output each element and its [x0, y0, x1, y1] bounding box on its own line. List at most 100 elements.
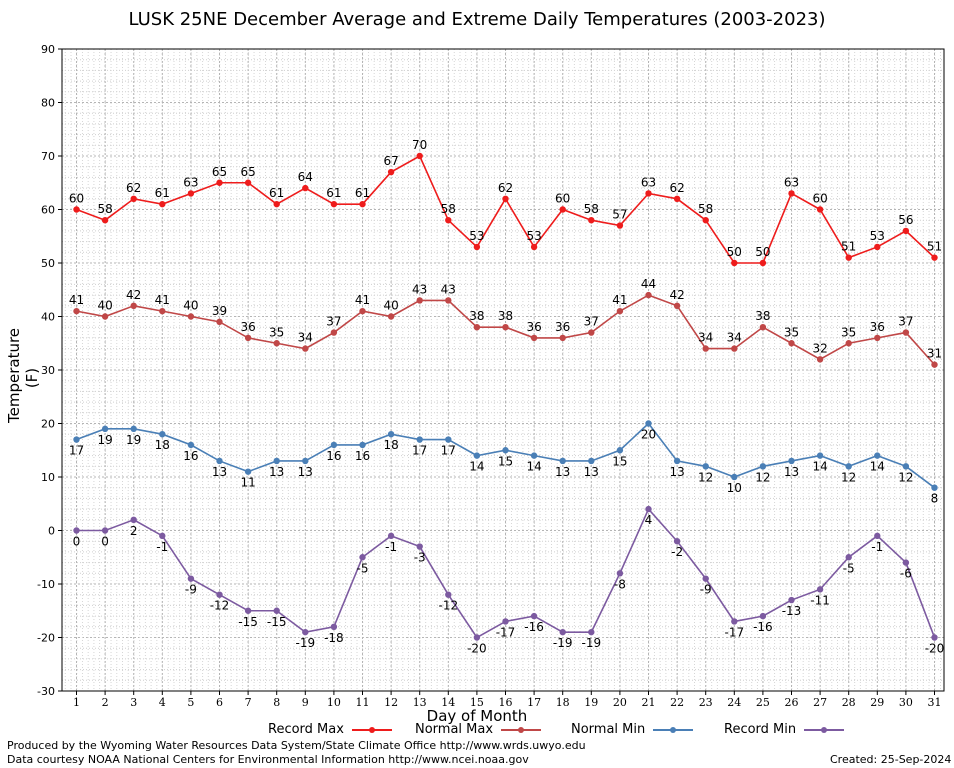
x-tick-label: 24	[727, 696, 741, 709]
y-tick-label: 40	[41, 311, 55, 324]
data-point	[816, 356, 824, 363]
data-label: 43	[412, 282, 427, 296]
data-point	[788, 457, 795, 465]
data-label: 12	[898, 470, 913, 484]
x-tick-label: 28	[842, 696, 856, 709]
data-label: 15	[612, 454, 627, 468]
y-tick-label: 80	[41, 97, 55, 110]
data-label: -13	[782, 604, 802, 618]
data-label: 34	[298, 331, 313, 345]
data-point	[673, 538, 681, 545]
data-label: 17	[69, 444, 84, 458]
data-point	[445, 217, 452, 224]
legend-swatch-normal-max	[501, 726, 542, 733]
data-label: -19	[295, 636, 315, 650]
data-label: 16	[183, 449, 198, 463]
x-tick-label: 29	[870, 696, 884, 709]
data-label: 40	[383, 299, 398, 313]
data-label: -6	[900, 567, 912, 581]
x-tick-label: 19	[584, 696, 598, 709]
data-label: 37	[584, 315, 599, 329]
data-label: 61	[326, 186, 341, 200]
data-point	[330, 441, 338, 449]
data-point	[244, 468, 252, 475]
data-point	[530, 334, 538, 342]
data-point	[788, 596, 795, 604]
data-label: 37	[898, 315, 913, 329]
data-point	[874, 452, 881, 459]
data-point	[416, 152, 423, 160]
data-label: 61	[269, 186, 284, 200]
data-label: 58	[441, 202, 456, 216]
data-label: 67	[383, 154, 398, 168]
data-point	[445, 436, 452, 443]
footer-created-date: Created: 25-Sep-2024	[830, 753, 952, 766]
legend-item-normal-min: Normal Min	[571, 722, 695, 737]
data-point	[330, 623, 338, 630]
data-point	[302, 184, 309, 192]
data-point	[359, 200, 366, 208]
data-point	[187, 190, 195, 197]
data-point	[73, 307, 80, 315]
data-point	[874, 532, 881, 540]
x-tick-label: 31	[928, 696, 942, 709]
data-point	[473, 243, 481, 251]
data-label: 36	[555, 320, 570, 334]
x-tick-label: 5	[187, 696, 194, 709]
y-tick-label: 10	[41, 471, 55, 484]
data-label: 64	[298, 170, 313, 184]
data-label: -1	[871, 540, 883, 554]
data-point	[559, 628, 566, 636]
data-point	[216, 179, 223, 186]
data-point	[244, 179, 252, 186]
data-label: -5	[357, 561, 369, 575]
data-label: 13	[784, 465, 799, 479]
data-label: 42	[669, 288, 684, 302]
data-point	[216, 457, 223, 465]
data-label: 51	[927, 240, 942, 254]
data-label: 62	[669, 181, 684, 195]
data-label: -9	[700, 583, 712, 597]
data-label: 13	[584, 465, 599, 479]
x-tick-label: 25	[756, 696, 770, 709]
data-label: -3	[414, 551, 426, 565]
data-label: 41	[612, 293, 627, 307]
data-label: -9	[185, 583, 197, 597]
data-label: 2	[130, 524, 138, 538]
data-point	[159, 307, 166, 315]
data-label: -17	[496, 625, 516, 639]
data-label: 44	[641, 277, 656, 291]
data-point	[673, 195, 681, 202]
data-point	[130, 302, 137, 309]
data-point	[616, 222, 624, 229]
x-tick-label: 6	[216, 696, 223, 709]
x-tick-label: 15	[470, 696, 484, 709]
data-label: 57	[612, 208, 627, 222]
data-point	[788, 340, 795, 347]
data-point	[359, 441, 366, 449]
data-point	[759, 612, 767, 620]
data-point	[702, 463, 709, 470]
data-label: 37	[326, 315, 341, 329]
data-point	[273, 457, 280, 465]
data-point	[845, 254, 852, 261]
data-point	[73, 527, 80, 534]
data-label: 60	[555, 192, 570, 206]
data-label: 61	[155, 186, 170, 200]
data-point	[788, 190, 795, 197]
data-point	[931, 484, 938, 491]
x-tick-label: 20	[613, 696, 627, 709]
data-label: 12	[698, 470, 713, 484]
data-point	[902, 329, 910, 336]
data-label: -11	[810, 593, 830, 607]
x-tick-label: 11	[356, 696, 370, 709]
data-point	[931, 634, 938, 641]
data-point	[216, 318, 223, 326]
data-point	[130, 425, 137, 433]
data-label: 34	[727, 331, 742, 345]
data-point	[673, 457, 681, 465]
data-label: 38	[755, 309, 770, 323]
data-label: -19	[581, 636, 601, 650]
data-label: 62	[498, 181, 513, 195]
data-label: 50	[755, 245, 770, 259]
